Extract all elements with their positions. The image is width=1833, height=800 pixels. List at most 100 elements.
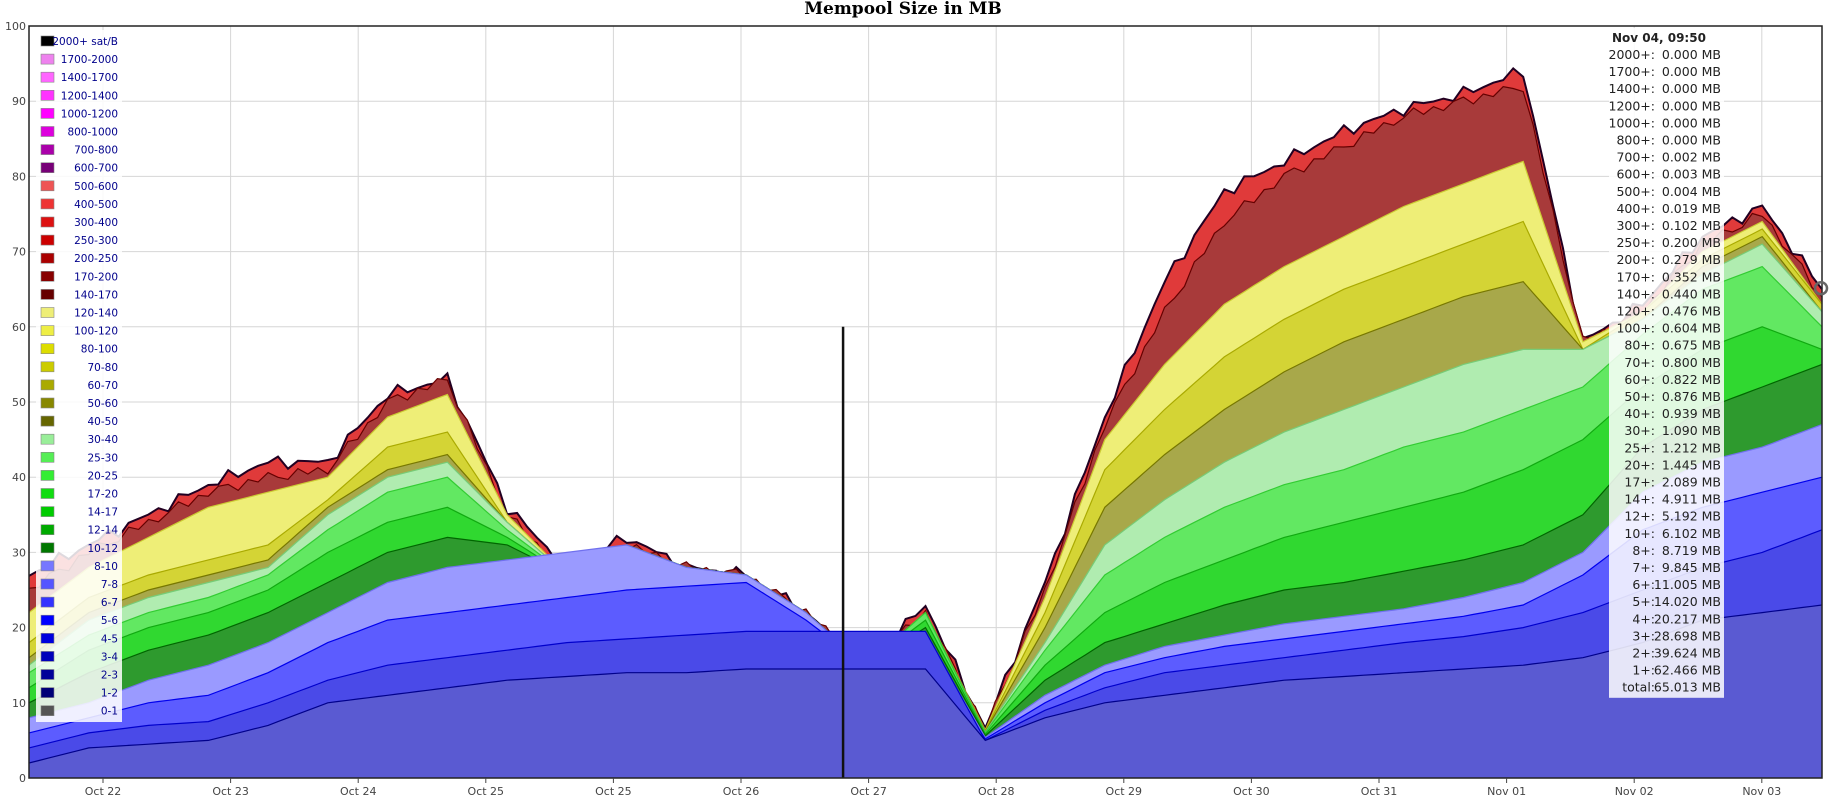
legend-item[interactable]: 60-70 — [40, 379, 118, 392]
legend-swatch — [40, 379, 55, 391]
tooltip-row-label: 20+: — [1624, 457, 1655, 472]
tooltip-row-label: total: — [1622, 680, 1655, 695]
tooltip-row-value: 0.019 MB — [1662, 201, 1721, 216]
tooltip-row-label: 6+: — [1632, 577, 1655, 592]
tooltip-row-value: 0.800 MB — [1662, 355, 1721, 370]
y-tick-label: 70 — [12, 246, 26, 259]
tooltip-row-label: 170+: — [1616, 269, 1655, 284]
x-tick-label: Oct 25 — [468, 785, 505, 798]
legend-label: 12-14 — [87, 525, 118, 537]
legend-item[interactable]: 500-600 — [40, 180, 118, 193]
legend-label: 140-170 — [74, 289, 118, 301]
legend-item[interactable]: 20-25 — [40, 470, 118, 482]
legend-item[interactable]: 2000+ sat/B — [40, 35, 118, 48]
legend-swatch — [40, 397, 55, 409]
legend-swatch — [40, 90, 55, 101]
tooltip-row-label: 800+: — [1616, 133, 1655, 148]
legend-item[interactable]: 170-200 — [40, 270, 118, 283]
y-tick-label: 30 — [12, 546, 26, 559]
legend-item[interactable]: 6-7 — [40, 596, 118, 609]
legend-item[interactable]: 40-50 — [40, 415, 118, 428]
band-line-3-4 — [28, 529, 1823, 749]
legend-item[interactable]: 12-14 — [40, 524, 118, 537]
tooltip-row-value: 0.352 MB — [1662, 269, 1721, 284]
legend-swatch — [40, 35, 55, 47]
legend-item[interactable]: 3-4 — [40, 651, 118, 663]
band-line-total — [28, 66, 1823, 731]
legend-item[interactable]: 14-17 — [40, 506, 118, 519]
legend-item[interactable]: 800-1000 — [40, 126, 118, 139]
legend-item[interactable]: 2-3 — [40, 669, 118, 682]
legend-item[interactable]: 1200-1400 — [40, 90, 118, 102]
legend-label: 60-70 — [87, 380, 118, 392]
tooltip-row-value: 0.876 MB — [1662, 389, 1721, 404]
legend-label: 400-500 — [74, 199, 118, 211]
plot-frame — [28, 25, 1823, 779]
legend-item[interactable]: 50-60 — [40, 397, 118, 410]
tooltip-row-label: 70+: — [1624, 355, 1655, 370]
legend-label: 2000+ sat/B — [52, 36, 118, 48]
legend-swatch — [40, 108, 55, 119]
legend-item[interactable]: 7-8 — [40, 578, 118, 591]
tooltip-row-label: 1000+: — [1609, 115, 1656, 130]
legend-item[interactable]: 300-400 — [40, 216, 118, 229]
tooltip-row-label: 300+: — [1616, 218, 1655, 233]
x-tick-label: Nov 03 — [1742, 785, 1781, 798]
legend-item[interactable]: 25-30 — [40, 451, 118, 464]
legend-swatch — [40, 506, 55, 517]
legend-label: 1400-1700 — [61, 72, 118, 84]
legend-swatch — [40, 542, 55, 554]
x-axis: Oct 22 Oct 23 Oct 24 Oct 25 Oct 25 Oct 26 Oct … — [85, 778, 1781, 798]
tooltip-row-value: 0.004 MB — [1662, 184, 1721, 199]
legend-item[interactable]: 30-40 — [40, 433, 118, 446]
legend-item[interactable]: 1400-1700 — [40, 71, 118, 84]
tooltip-row-value: 0.000 MB — [1662, 47, 1721, 62]
legend-item[interactable]: 140-170 — [40, 289, 118, 301]
legend-item[interactable]: 70-80 — [40, 361, 118, 374]
tooltip-row-label: 1+: — [1632, 663, 1655, 678]
y-tick-label: 20 — [12, 622, 26, 635]
legend[interactable]: 2000+ sat/B 1700-2000 1400-1700 1200-1400 10… — [36, 30, 122, 722]
legend-item[interactable]: 120-140 — [40, 307, 118, 320]
legend-item[interactable]: 1-2 — [40, 687, 118, 700]
legend-item[interactable]: 250-300 — [40, 234, 118, 247]
legend-item[interactable]: 0-1 — [40, 705, 118, 718]
legend-item[interactable]: 200-250 — [40, 252, 118, 265]
legend-item[interactable]: 10-12 — [40, 542, 118, 555]
legend-item[interactable]: 100-120 — [40, 325, 118, 338]
legend-item[interactable]: 5-6 — [40, 614, 118, 627]
legend-item[interactable]: 700-800 — [40, 144, 118, 157]
tooltip-row-value: 0.279 MB — [1662, 252, 1721, 267]
legend-item[interactable]: 4-5 — [40, 632, 118, 645]
legend-item[interactable]: 400-500 — [40, 198, 118, 211]
legend-label: 7-8 — [101, 579, 118, 591]
legend-swatch — [40, 289, 55, 300]
legend-item[interactable]: 8-10 — [40, 560, 118, 573]
hover-marker[interactable] — [1813, 280, 1829, 296]
legend-item[interactable]: 17-20 — [40, 488, 118, 501]
legend-item[interactable]: 600-700 — [40, 162, 118, 175]
legend-item[interactable]: 80-100 — [40, 343, 118, 356]
y-tick-label: 10 — [12, 697, 26, 710]
tooltip-row-label: 60+: — [1624, 372, 1655, 387]
legend-item[interactable]: 1700-2000 — [40, 53, 118, 66]
legend-label: 3-4 — [101, 651, 118, 663]
tooltip-row-value: 8.719 MB — [1662, 543, 1721, 558]
legend-label: 2-3 — [101, 670, 118, 682]
legend-item[interactable]: 1000-1200 — [40, 108, 118, 120]
band-line-20-25 — [28, 265, 1823, 735]
legend-swatch — [40, 596, 55, 608]
tooltip-row-value: 1.212 MB — [1662, 440, 1721, 455]
tooltip-row-label: 2+: — [1632, 646, 1655, 661]
legend-swatch — [40, 234, 55, 246]
legend-swatch — [40, 578, 55, 590]
legend-label: 200-250 — [74, 253, 118, 265]
legend-label: 6-7 — [101, 597, 118, 609]
tooltip-row-value: 62.466 MB — [1654, 663, 1721, 678]
legend-swatch — [40, 361, 55, 373]
tooltip-row-label: 4+: — [1632, 611, 1655, 626]
tooltip-row-label: 250+: — [1616, 235, 1655, 250]
legend-swatch — [40, 198, 55, 210]
tooltip-row-value: 65.013 MB — [1654, 680, 1721, 695]
